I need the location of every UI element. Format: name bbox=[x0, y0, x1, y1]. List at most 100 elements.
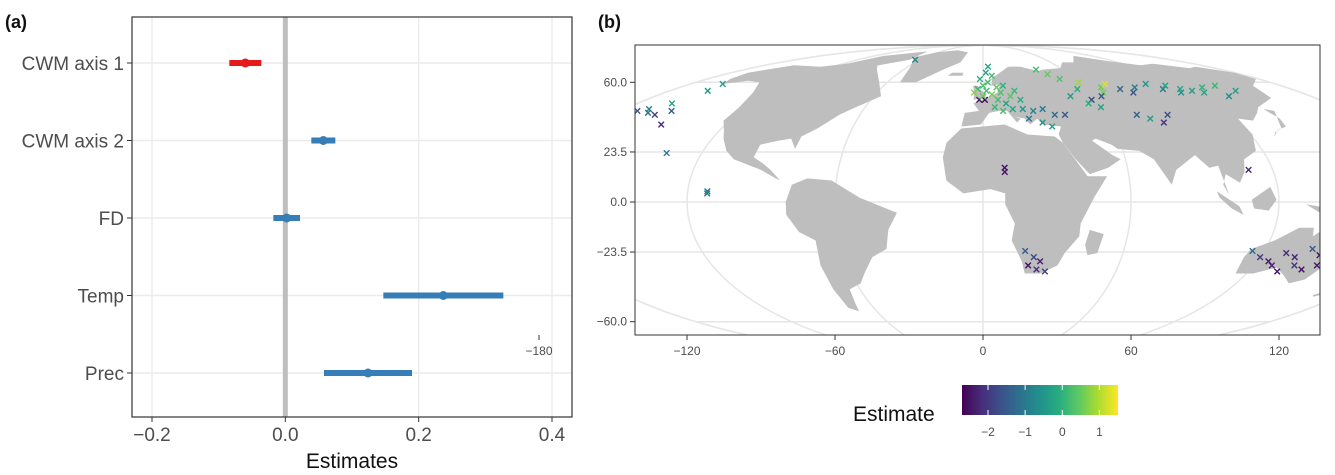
site-marker bbox=[608, 116, 614, 122]
site-marker bbox=[1159, 85, 1167, 93]
site-marker bbox=[1098, 92, 1105, 100]
site-marker bbox=[982, 69, 990, 76]
site-marker bbox=[984, 63, 992, 70]
colorbar-ticks: −2 −1 0 1 bbox=[981, 385, 1103, 439]
site-marker bbox=[635, 107, 641, 115]
land-japan bbox=[1263, 109, 1286, 137]
site-marker bbox=[1160, 119, 1168, 126]
site-marker bbox=[1097, 103, 1105, 111]
site-marker bbox=[1101, 80, 1109, 88]
point-estimate bbox=[282, 213, 292, 223]
map-x-tick-label: −60 bbox=[825, 344, 846, 358]
site-marker bbox=[1291, 262, 1298, 269]
forest-x-tick-label: 0.4 bbox=[539, 425, 566, 446]
site-marker bbox=[657, 121, 665, 128]
land-scandinavia bbox=[991, 66, 1020, 86]
site-marker bbox=[1309, 245, 1316, 253]
forest-x-ticks: −0.2 0.0 0.2 0.4 bbox=[133, 417, 566, 446]
site-marker bbox=[979, 92, 987, 100]
colorbar-tick-label: −1 bbox=[1018, 425, 1032, 439]
site-marker bbox=[1298, 266, 1305, 273]
site-marker bbox=[1075, 79, 1083, 86]
forest-row-labels: CWM axis 1 CWM axis 2 FD Temp Prec bbox=[22, 54, 132, 385]
site-marker bbox=[911, 56, 919, 64]
map-x-tick-label: 60 bbox=[1124, 344, 1138, 358]
site-marker bbox=[988, 72, 996, 80]
site-marker bbox=[599, 126, 605, 132]
site-marker bbox=[1225, 92, 1233, 100]
site-marker bbox=[1011, 87, 1018, 95]
map-x-tick-label: 0 bbox=[980, 344, 987, 358]
site-marker bbox=[1032, 66, 1040, 73]
forest-plot: CWM axis 1 CWM axis 2 FD Temp Prec −0.2 0.0 0.… bbox=[22, 16, 573, 473]
site-marker bbox=[703, 190, 711, 197]
land-eurasia bbox=[961, 55, 1272, 196]
forest-x-axis-title: Estimates bbox=[306, 450, 398, 473]
colorbar-tick-label: 0 bbox=[1059, 425, 1066, 439]
map-y-tick-label: −23.5 bbox=[597, 245, 628, 259]
site-marker bbox=[1009, 105, 1017, 113]
site-marker bbox=[1051, 111, 1059, 119]
site-marker bbox=[1161, 82, 1169, 89]
land-new-guinea bbox=[1306, 204, 1320, 213]
site-marker bbox=[1198, 84, 1206, 91]
site-marker bbox=[1232, 87, 1239, 95]
site-marker bbox=[1273, 268, 1281, 275]
forest-plot-area bbox=[132, 17, 572, 417]
site-marker bbox=[970, 89, 978, 96]
site-marker bbox=[979, 82, 987, 89]
site-marker bbox=[1200, 89, 1208, 96]
site-marker bbox=[597, 120, 603, 126]
site-marker bbox=[1025, 115, 1033, 122]
forest-row-label: CWM axis 1 bbox=[22, 54, 124, 75]
site-marker bbox=[1325, 256, 1331, 262]
land-borneo bbox=[1251, 186, 1277, 211]
site-marker bbox=[976, 75, 984, 83]
site-marker bbox=[621, 112, 627, 118]
site-marker bbox=[993, 84, 1000, 91]
site-marker bbox=[1211, 82, 1219, 89]
site-marker bbox=[1017, 96, 1024, 104]
map-y-ticks: 60.0 23.5 0.0 −23.5 −60.0 bbox=[597, 75, 635, 329]
site-marker bbox=[1030, 253, 1038, 261]
site-marker bbox=[1249, 247, 1256, 255]
site-marker bbox=[983, 87, 990, 95]
site-marker bbox=[704, 87, 712, 95]
site-marker bbox=[991, 103, 999, 111]
land-north-america bbox=[722, 62, 881, 185]
site-marker bbox=[668, 100, 676, 107]
land-new-zealand bbox=[1313, 292, 1320, 297]
colorbar bbox=[962, 385, 1118, 415]
forest-row-label: Temp bbox=[78, 287, 124, 308]
land-australia bbox=[1235, 227, 1320, 284]
site-marker bbox=[981, 96, 989, 104]
point-estimate bbox=[438, 291, 448, 300]
colorbar-legend: Estimate −2 −1 0 1 bbox=[853, 385, 1118, 439]
map-x-tick-label: 120 bbox=[1269, 344, 1289, 358]
site-marker bbox=[1256, 253, 1264, 261]
site-marker bbox=[1029, 107, 1037, 115]
site-marker bbox=[1177, 89, 1185, 96]
site-marker bbox=[1245, 166, 1252, 174]
legend-title: Estimate bbox=[853, 403, 935, 426]
site-marker bbox=[1188, 87, 1196, 95]
site-marker bbox=[1131, 84, 1138, 91]
site-marker bbox=[1116, 85, 1124, 93]
site-marker bbox=[1007, 92, 1014, 100]
land-iceland bbox=[947, 72, 964, 76]
site-marker bbox=[622, 118, 628, 124]
site-marker bbox=[1100, 89, 1107, 96]
site-marker bbox=[1061, 111, 1069, 119]
site-marker bbox=[999, 82, 1007, 89]
site-marker bbox=[997, 89, 1004, 96]
forest-row-label: FD bbox=[99, 209, 124, 230]
colorbar-tick-label: 1 bbox=[1096, 425, 1103, 439]
site-marker bbox=[1164, 111, 1171, 119]
site-marker bbox=[1021, 247, 1029, 255]
land-sumatra bbox=[1216, 191, 1244, 215]
point-estimate bbox=[318, 136, 328, 145]
site-marker bbox=[1130, 89, 1137, 96]
map-x-ticks: −180−120−60060120180 bbox=[525, 335, 1289, 358]
forest-row-label: CWM axis 2 bbox=[22, 132, 124, 153]
